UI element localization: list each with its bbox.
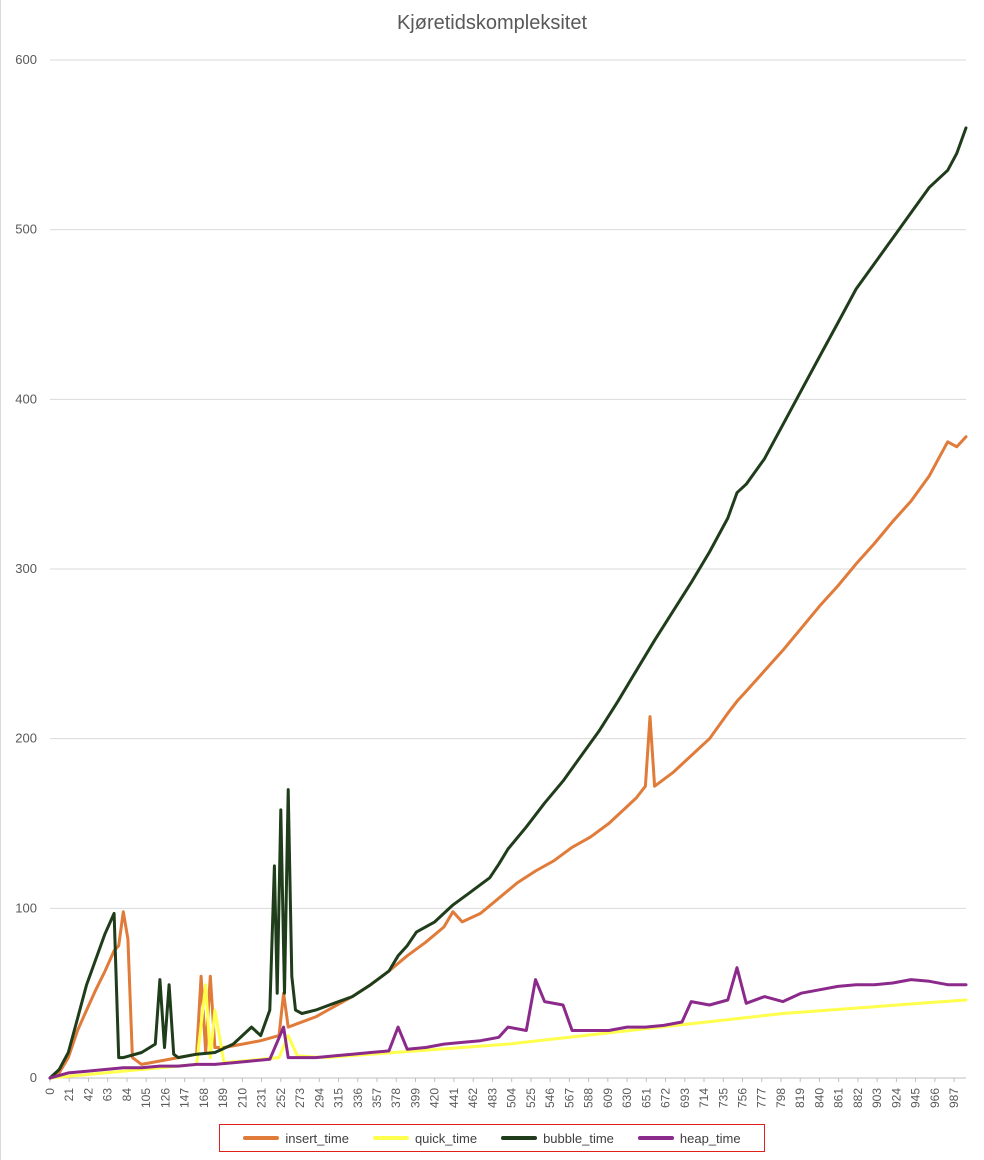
x-tick-label: 273 — [293, 1088, 307, 1108]
x-tick-label: 231 — [255, 1088, 269, 1108]
legend-label: bubble_time — [543, 1130, 614, 1146]
x-tick-label: 63 — [101, 1088, 115, 1102]
x-tick-label: 420 — [428, 1088, 442, 1108]
x-tick-label: 798 — [774, 1088, 788, 1108]
legend-swatch — [243, 1136, 280, 1140]
legend-item-heap-time: heap_time — [637, 1130, 741, 1146]
legend-item-insert-time: insert_time — [243, 1131, 349, 1146]
x-tick-label: 315 — [332, 1088, 346, 1108]
x-tick-label: 588 — [582, 1088, 596, 1108]
gridlines — [50, 59, 966, 1079]
x-tick-label: 462 — [466, 1088, 480, 1108]
x-tick-label: 756 — [735, 1088, 749, 1108]
y-tick-label: 300 — [15, 561, 37, 576]
x-tick-label: 210 — [235, 1088, 249, 1108]
series-line-quick-time — [48, 983, 968, 1080]
y-tick-label: 0 — [30, 1070, 37, 1085]
legend-swatch — [637, 1136, 674, 1140]
y-tick-label: 200 — [15, 731, 37, 746]
x-tick-label: 735 — [716, 1088, 730, 1108]
series-line-insert-time — [48, 435, 968, 1080]
x-tick-label: 567 — [562, 1088, 576, 1108]
legend-label: insert_time — [285, 1130, 349, 1146]
legend-label: heap_time — [679, 1130, 741, 1146]
x-tick-label: 294 — [312, 1088, 326, 1108]
series-line-bubble-time — [48, 126, 968, 1080]
x-tick-label: 105 — [139, 1088, 153, 1108]
y-tick-label: 100 — [15, 900, 37, 915]
y-axis-ticks: 0 100 200 300 400 500 600 — [15, 52, 37, 1085]
x-tick-label: 819 — [793, 1088, 807, 1108]
x-tick-label: 630 — [620, 1088, 634, 1108]
x-tick-label: 42 — [81, 1088, 95, 1102]
legend-label: quick_time — [414, 1130, 478, 1146]
legend-swatch — [501, 1136, 538, 1140]
x-tick-label: 714 — [697, 1088, 711, 1108]
x-tick-label: 189 — [216, 1088, 230, 1108]
x-tick-label: 609 — [601, 1088, 615, 1108]
x-tick-label: 336 — [351, 1088, 365, 1108]
x-tick-label: 924 — [889, 1088, 903, 1108]
x-tick-label: 126 — [158, 1088, 172, 1108]
chart-title: Kjøretidskompleksitet — [396, 12, 588, 34]
x-tick-label: 693 — [678, 1088, 692, 1108]
x-tick-label: 525 — [524, 1088, 538, 1108]
x-tick-label: 21 — [62, 1088, 76, 1102]
y-tick-label: 500 — [15, 222, 37, 237]
x-tick-label: 252 — [274, 1088, 288, 1108]
x-tick-label: 504 — [505, 1088, 519, 1108]
y-tick-label: 400 — [15, 391, 37, 406]
x-tick-label: 966 — [928, 1088, 942, 1108]
legend: insert_time quick_time bubble_time heap_tim… — [219, 1124, 765, 1152]
x-tick-label: 0 — [43, 1088, 57, 1095]
x-tick-label: 357 — [370, 1088, 384, 1108]
x-tick-label: 945 — [909, 1088, 923, 1108]
legend-swatch — [372, 1136, 409, 1140]
legend-item-quick-time: quick_time — [372, 1130, 478, 1146]
x-tick-label: 882 — [851, 1088, 865, 1108]
x-tick-label: 987 — [947, 1088, 961, 1108]
legend-item-bubble-time: bubble_time — [501, 1131, 614, 1146]
x-tick-label: 483 — [485, 1088, 499, 1108]
x-tick-label: 84 — [120, 1088, 134, 1102]
x-tick-label: 147 — [178, 1088, 192, 1108]
x-tick-label: 378 — [389, 1088, 403, 1108]
y-tick-label: 600 — [15, 52, 37, 67]
x-tick-label: 861 — [832, 1088, 846, 1108]
x-tick-label: 651 — [639, 1088, 653, 1108]
x-tick-label: 546 — [543, 1088, 557, 1108]
x-tick-label: 441 — [447, 1088, 461, 1108]
x-tick-label: 399 — [408, 1088, 422, 1108]
series-line-heap-time — [48, 966, 968, 1080]
series-lines — [48, 126, 968, 1080]
x-axis-ticks: 0 21 42 63 84 105 126 147 168 189 210 231 252 273 294 3… — [43, 1078, 961, 1108]
page-left-border — [0, 0, 1, 1160]
x-tick-label: 672 — [659, 1088, 673, 1108]
x-tick-label: 840 — [812, 1088, 826, 1108]
x-tick-label: 168 — [197, 1088, 211, 1108]
x-tick-label: 777 — [755, 1088, 769, 1108]
x-tick-label: 903 — [870, 1088, 884, 1108]
line-chart: 0 100 200 300 400 500 600 0 21 42 63 84 105 126 147 16… — [15, 52, 968, 1108]
